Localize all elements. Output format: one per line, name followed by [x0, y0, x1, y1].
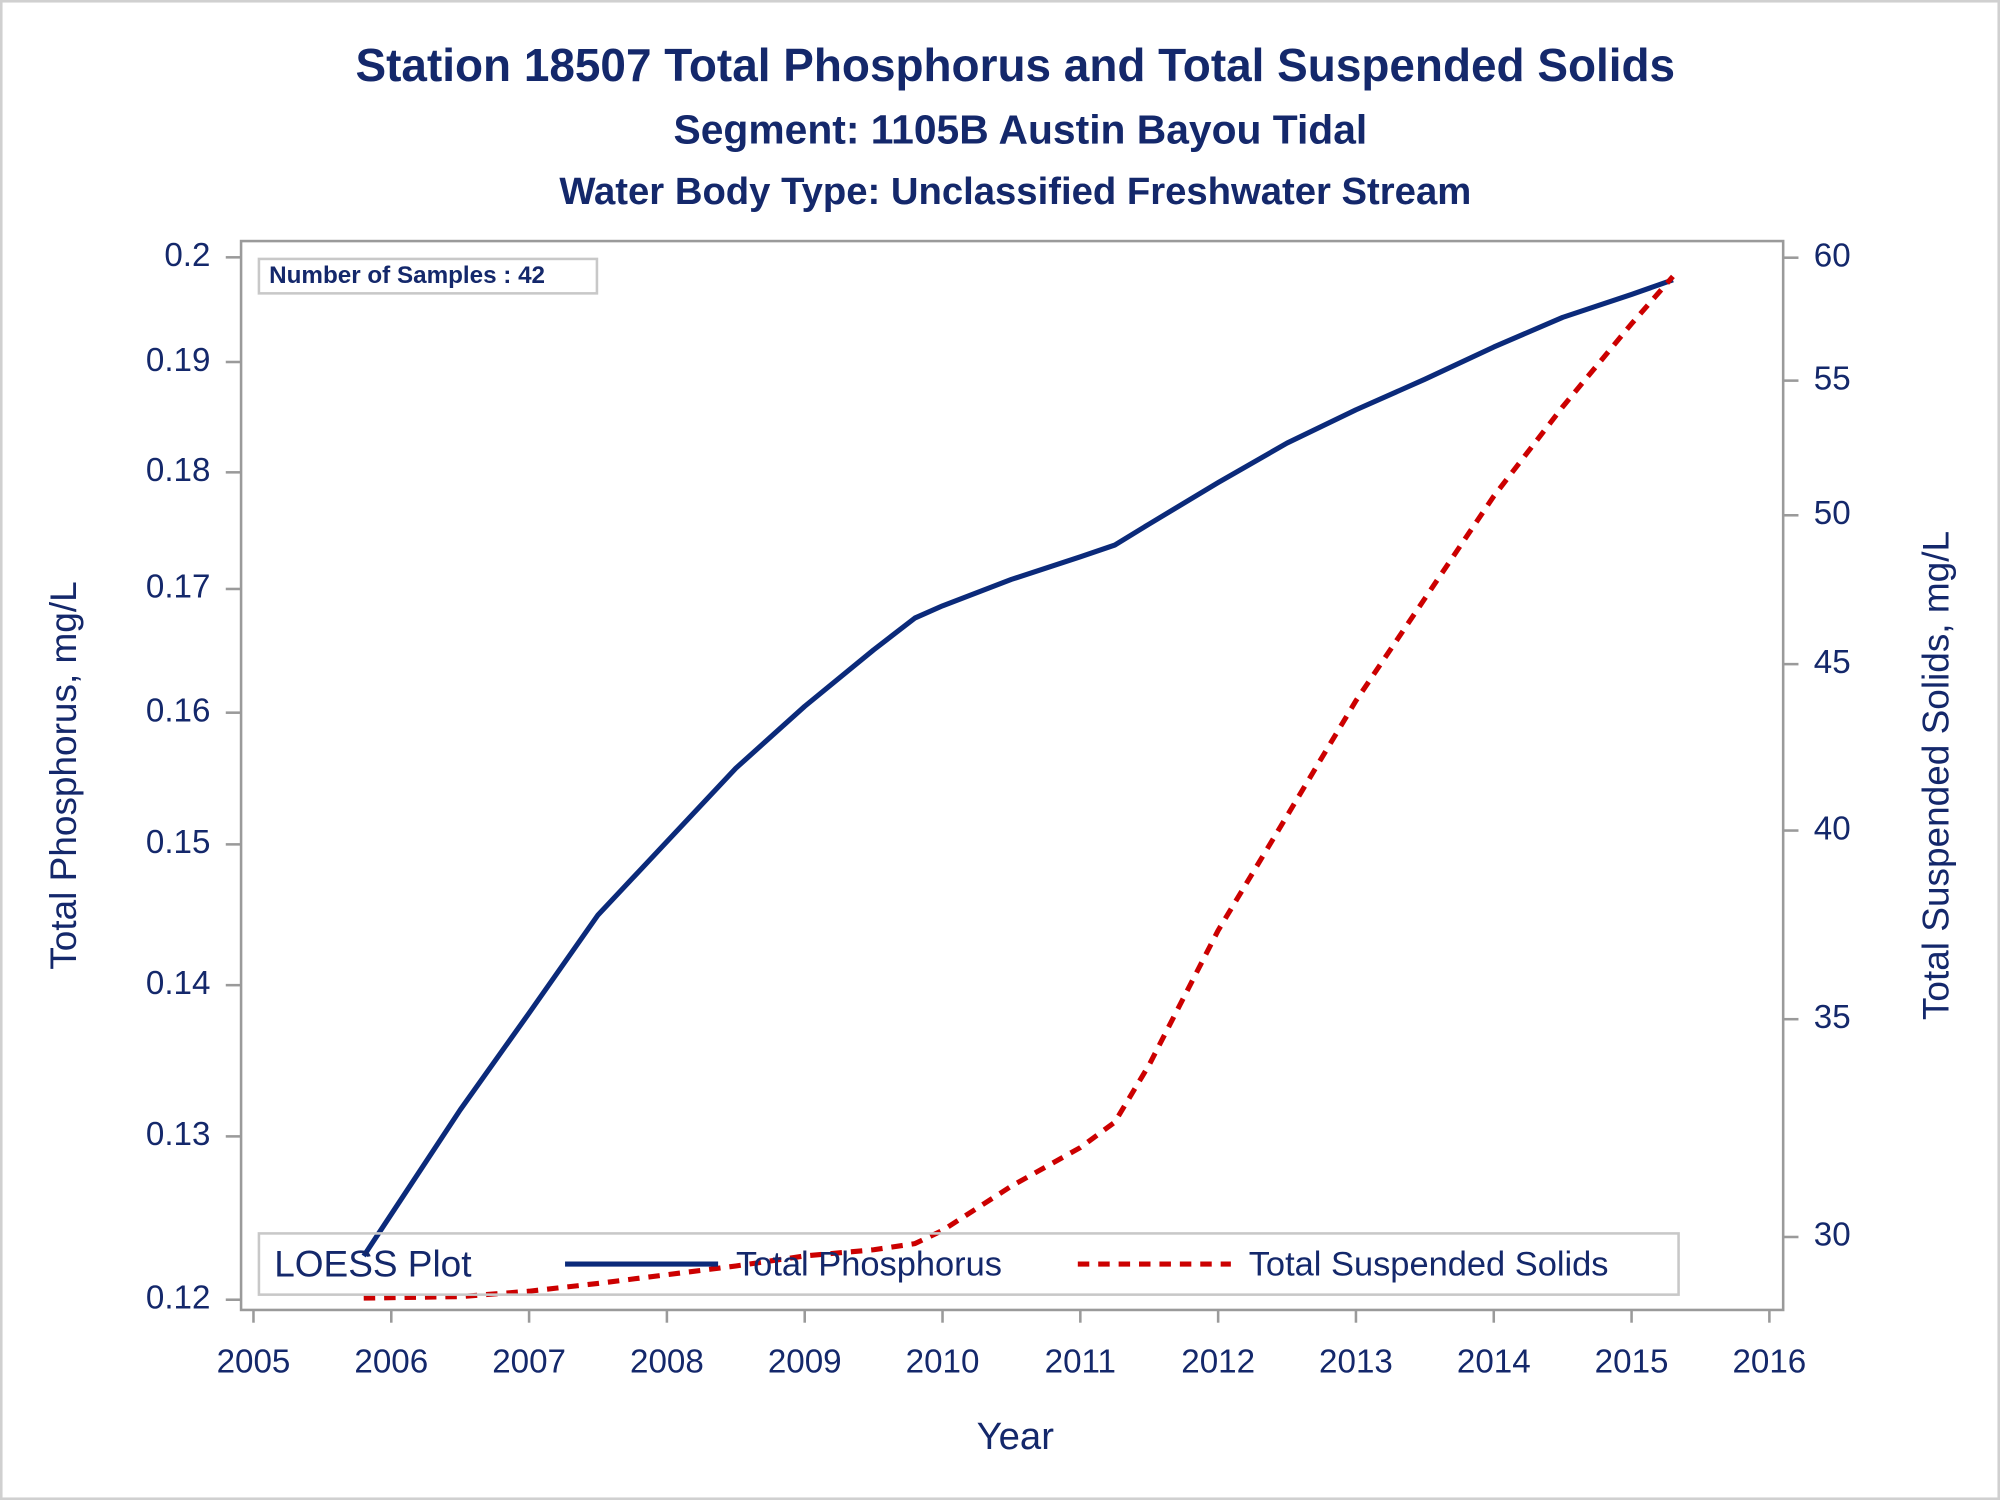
y-tick-label: 0.18	[146, 452, 211, 489]
y-tick-label: 0.12	[146, 1279, 211, 1316]
y2-tick-label: 40	[1814, 810, 1851, 847]
chart-subtitle: Segment: 1105B Austin Bayou Tidal	[674, 106, 1368, 152]
y2-tick-label: 60	[1814, 237, 1851, 274]
y2-tick-label: 30	[1814, 1217, 1851, 1254]
y2-tick-label: 55	[1814, 360, 1851, 397]
y-tick-label: 0.15	[146, 824, 211, 861]
x-tick-label: 2014	[1457, 1343, 1531, 1380]
y2-tick-label: 50	[1814, 495, 1851, 532]
y-axis-label: Total Phosphorus, mg/L	[43, 581, 84, 969]
x-tick-label: 2012	[1181, 1343, 1255, 1380]
x-tick-label: 2007	[492, 1343, 566, 1380]
y2-axis-label: Total Suspended Solids, mg/L	[1916, 531, 1957, 1020]
legend-label: Total Phosphorus	[736, 1246, 1002, 1284]
y-tick-label: 0.19	[146, 342, 211, 379]
x-tick-label: 2011	[1045, 1343, 1116, 1380]
y2-tick-label: 45	[1814, 644, 1851, 681]
plot-frame	[239, 239, 1785, 1312]
x-tick-label: 2009	[768, 1343, 842, 1380]
legend-title: LOESS Plot	[274, 1243, 471, 1284]
chart-subtitle: Water Body Type: Unclassified Freshwater…	[559, 170, 1471, 213]
y-tick-label: 0.14	[146, 965, 211, 1002]
x-tick-label: 2016	[1732, 1343, 1806, 1380]
x-tick-label: 2005	[217, 1343, 291, 1380]
annotation: Number of Samples : 42	[269, 262, 545, 289]
x-axis-label: Year	[977, 1415, 1055, 1458]
chart-title: Station 18507 Total Phosphorus and Total…	[356, 39, 1676, 91]
x-tick-label: 2006	[354, 1343, 428, 1380]
x-tick-label: 2008	[630, 1343, 704, 1380]
y2-tick-label: 35	[1814, 999, 1851, 1036]
x-tick-label: 2015	[1595, 1343, 1669, 1380]
x-tick-label: 2010	[906, 1343, 980, 1380]
legend-label: Total Suspended Solids	[1249, 1246, 1609, 1284]
x-tick-label: 2013	[1319, 1343, 1393, 1380]
series-line	[361, 277, 1674, 1258]
y-tick-label: 0.13	[146, 1116, 211, 1153]
annotation-box	[257, 257, 599, 295]
y-tick-label: 0.2	[164, 237, 210, 274]
y-tick-label: 0.16	[146, 692, 211, 729]
y-tick-label: 0.17	[146, 569, 211, 606]
legend-box	[257, 1232, 1680, 1296]
series-line	[363, 274, 1675, 1301]
